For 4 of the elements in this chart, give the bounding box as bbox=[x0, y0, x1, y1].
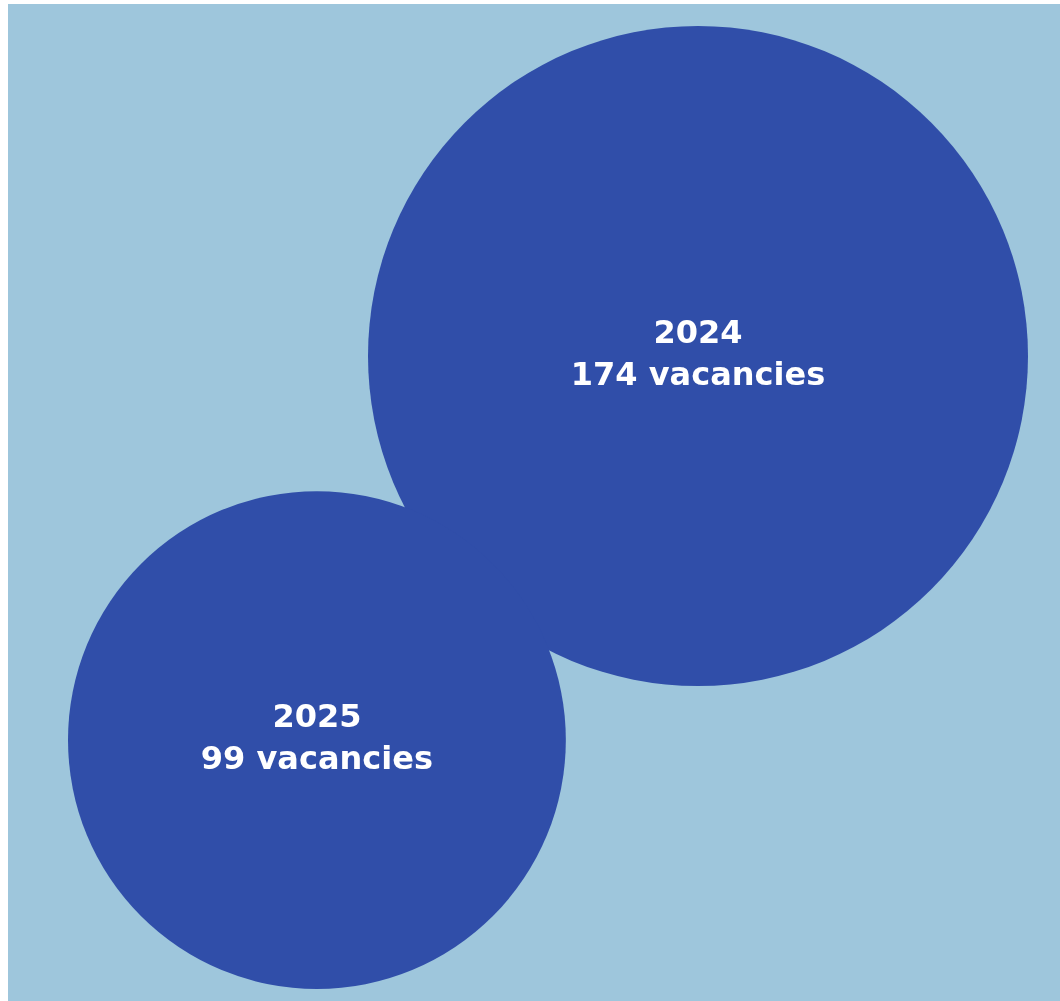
category-label: 2025 bbox=[272, 697, 362, 736]
data-label: 99 vacancies bbox=[200, 739, 433, 778]
data-label: 174 vacancies bbox=[570, 355, 826, 394]
category-label: 2024 bbox=[653, 313, 743, 352]
